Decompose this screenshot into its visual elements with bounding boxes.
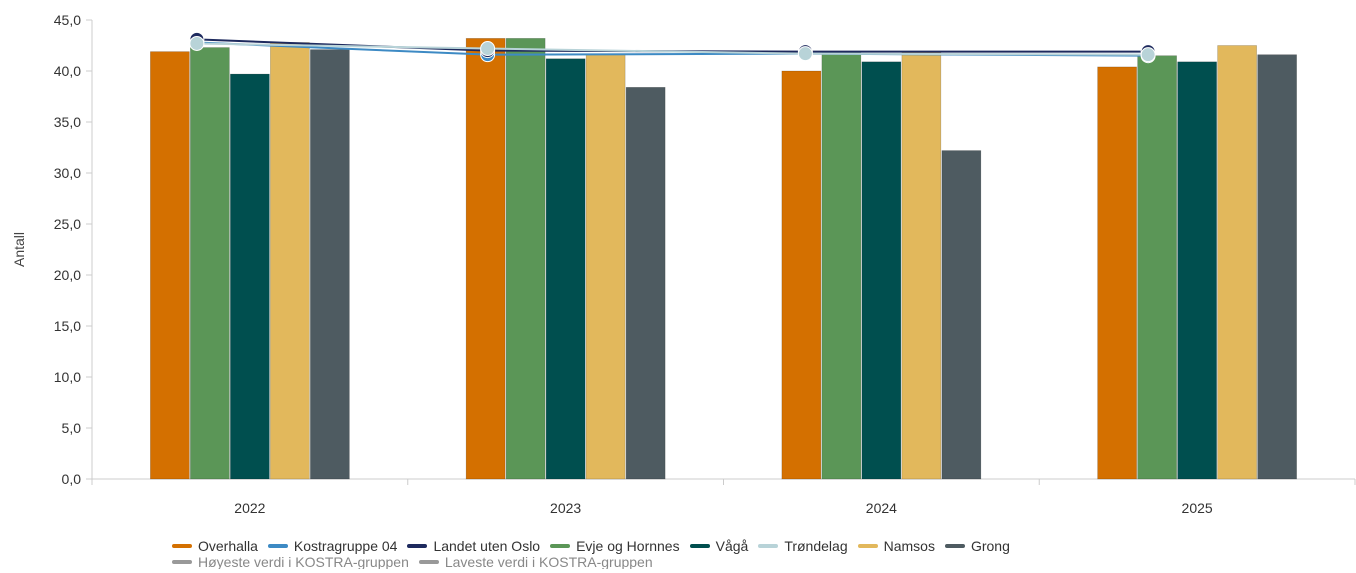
bar-namsos-2025[interactable] xyxy=(1217,45,1257,480)
bar-evje-og-hornnes-2025[interactable] xyxy=(1137,55,1177,480)
legend-swatch xyxy=(550,543,571,548)
legend-label: Trøndelag xyxy=(784,537,848,554)
legend-label: Kostragruppe 04 xyxy=(293,537,398,554)
lines-group xyxy=(189,31,1156,64)
y-tick-label: 15,0 xyxy=(54,318,81,334)
bar-grong-2022[interactable] xyxy=(310,49,350,480)
point-tr-ndelag-2023[interactable] xyxy=(480,41,496,57)
point-tr-ndelag-2024[interactable] xyxy=(797,46,813,62)
line-tr-ndelag[interactable] xyxy=(196,42,1149,56)
x-tick-label: 2024 xyxy=(866,500,897,516)
bar-namsos-2022[interactable] xyxy=(270,42,310,480)
legend-swatch xyxy=(172,543,192,548)
y-axis: 0,0 5,0 10,0 15,0 20,0 25,0 30,0 35,0 40,0 45,0 xyxy=(54,12,93,487)
legend-swatch xyxy=(944,543,965,548)
legend-row-extremes: Høyeste verdi i KOSTRA-gruppen Laveste ve… xyxy=(172,555,1272,569)
point-tr-ndelag-2022[interactable] xyxy=(189,35,205,51)
bar-grong-2024[interactable] xyxy=(941,150,982,480)
bar-grong-2023[interactable] xyxy=(625,87,666,480)
legend-label: Vågå xyxy=(715,537,749,554)
bar-overhalla-2023[interactable] xyxy=(465,38,506,480)
bar-line-chart: 0,0 5,0 10,0 15,0 20,0 25,0 30,0 35,0 40,0 45,0 2… xyxy=(11,12,1356,516)
y-axis-title: Antall xyxy=(11,232,27,267)
legend-swatch xyxy=(267,543,288,548)
y-tick-label: 10,0 xyxy=(54,369,81,385)
bar-evje-og-hornnes-2024[interactable] xyxy=(821,52,862,480)
legend-label: Evje og Hornnes xyxy=(576,537,680,554)
legend-label: Namsos xyxy=(883,537,935,554)
legend-item-landet-uten-oslo[interactable]: Landet uten Oslo xyxy=(407,538,540,554)
bar-namsos-2023[interactable] xyxy=(585,54,626,480)
y-tick-label: 35,0 xyxy=(54,114,81,130)
legend-label: Overhalla xyxy=(198,537,258,554)
bar-v-g--2022[interactable] xyxy=(230,73,270,480)
bar-v-g--2023[interactable] xyxy=(545,58,586,480)
bar-evje-og-hornnes-2022[interactable] xyxy=(190,47,230,480)
legend-label: Landet uten Oslo xyxy=(433,537,541,554)
y-tick-label: 45,0 xyxy=(54,12,81,28)
point-tr-ndelag-2025[interactable] xyxy=(1140,47,1156,63)
legend-item-kostragruppe-04[interactable]: Kostragruppe 04 xyxy=(267,537,398,554)
x-tick-label: 2022 xyxy=(234,500,265,516)
legend-item-tr-ndelag[interactable]: Trøndelag xyxy=(758,537,848,554)
legend-item-overhalla[interactable]: Overhalla xyxy=(172,538,258,554)
y-tick-label: 25,0 xyxy=(54,216,81,232)
legend-swatch xyxy=(857,543,878,548)
bar-overhalla-2024[interactable] xyxy=(781,70,822,480)
legend-item-laveste-verdi-i-kostra-gruppen[interactable]: Laveste verdi i KOSTRA-gruppen xyxy=(418,555,653,569)
legend: Overhalla Kostragruppe 04 Landet uten Oslo… xyxy=(172,536,1272,569)
bar-v-g--2025[interactable] xyxy=(1177,61,1217,480)
bars-group xyxy=(150,38,1297,480)
legend-item-v-g-[interactable]: Vågå xyxy=(689,537,749,554)
bar-overhalla-2025[interactable] xyxy=(1097,66,1137,480)
y-tick-label: 30,0 xyxy=(54,165,81,181)
y-tick-label: 5,0 xyxy=(62,420,82,436)
legend-label: Høyeste verdi i KOSTRA-gruppen xyxy=(198,555,409,569)
legend-item-grong[interactable]: Grong xyxy=(944,537,1010,554)
legend-swatch xyxy=(689,543,710,548)
bar-overhalla-2022[interactable] xyxy=(150,51,190,480)
legend-label: Laveste verdi i KOSTRA-gruppen xyxy=(444,555,653,569)
x-axis: 2022 2023 2024 2025 xyxy=(91,478,1356,516)
legend-item-h-yeste-verdi-i-kostra-gruppen[interactable]: Høyeste verdi i KOSTRA-gruppen xyxy=(172,555,409,569)
bar-grong-2025[interactable] xyxy=(1257,54,1297,480)
legend-row-main: Overhalla Kostragruppe 04 Landet uten Oslo… xyxy=(172,536,1272,555)
legend-item-namsos[interactable]: Namsos xyxy=(857,537,935,554)
x-tick-label: 2023 xyxy=(550,500,581,516)
legend-swatch xyxy=(172,560,192,564)
bar-evje-og-hornnes-2023[interactable] xyxy=(505,38,546,480)
legend-swatch xyxy=(407,543,428,548)
y-tick-label: 20,0 xyxy=(54,267,81,283)
legend-item-evje-og-hornnes[interactable]: Evje og Hornnes xyxy=(550,538,680,554)
bar-v-g--2024[interactable] xyxy=(861,61,902,480)
legend-label: Grong xyxy=(970,537,1010,554)
legend-swatch xyxy=(418,560,439,564)
y-tick-label: 0,0 xyxy=(62,471,82,487)
y-tick-label: 40,0 xyxy=(54,63,81,79)
x-tick-label: 2025 xyxy=(1182,500,1213,516)
legend-swatch xyxy=(758,543,779,548)
bar-namsos-2024[interactable] xyxy=(901,52,942,480)
